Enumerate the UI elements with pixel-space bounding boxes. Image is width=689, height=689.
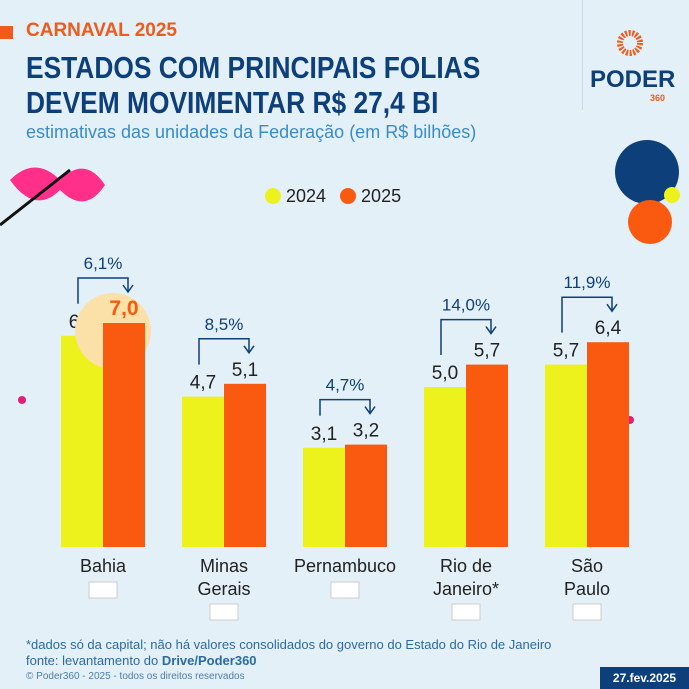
category-label: Janeiro* [433,579,499,599]
category-label: Bahia [80,556,127,576]
growth-label: 6,1% [84,254,123,273]
growth-arrow [319,398,371,416]
growth-arrow [440,318,492,355]
sun-icon [616,30,643,56]
data-label: 3,1 [311,424,337,445]
category-label: Paulo [564,579,610,599]
legend-item-2025: 2025 [340,186,401,207]
state-flag-icon [209,603,239,621]
legend-item-2024: 2024 [265,186,326,207]
subtitle: estimativas das unidades da Federação (e… [26,122,477,142]
arrow-head [243,345,255,355]
logo-text: PODER [590,66,676,93]
growth-label: 11,9% [564,273,611,292]
growth-label: 14,0% [442,296,490,315]
divider [582,0,583,110]
state-flag-icon [572,603,602,621]
data-label: 5,7 [474,341,500,362]
copyright: © Poder360 - 2025 - todos os direitos re… [26,671,245,682]
legend: 2024 2025 [265,186,401,207]
bar-2025 [466,364,508,547]
data-label: 5,0 [432,363,458,384]
source-name: Drive/Poder360 [161,653,257,668]
growth-arrow [561,296,613,333]
data-label: 4,7 [190,373,216,394]
growth-arrow [198,338,250,365]
category-label: Pernambuco [294,556,396,576]
arrow-head [485,326,497,335]
bar-2024 [182,396,224,547]
bar-2025 [345,444,387,547]
state-flag-icon [88,581,118,599]
data-label: 7,0 [109,297,138,320]
bar-2025 [224,383,266,547]
date-badge: 27.fev.2025 [600,667,689,689]
bar-2024 [303,447,345,547]
tag-marker [0,26,13,39]
bar-2025 [103,323,145,547]
category-label: São [571,556,603,576]
category-tag: CARNAVAL 2025 [26,20,177,41]
growth-arrow [77,277,129,304]
arrow-head [364,406,376,415]
footnote: *dados só da capital; não há valores con… [26,637,551,669]
state-flag-icon [330,581,360,599]
category-label: Minas [200,556,248,576]
category-label: Gerais [197,579,250,599]
bar-2024 [545,364,587,547]
logo-suffix: 360 [649,93,665,103]
arrow-head [122,284,134,294]
bar-2024 [61,335,103,547]
state-flag-icon [451,603,481,621]
growth-label: 8,5% [205,315,244,334]
bar-2024 [424,387,466,547]
growth-label: 4,7% [326,376,365,395]
legend-label: 2024 [286,186,327,206]
poder360-logo: PODER 360 [590,25,676,103]
category-label: Rio de [440,556,492,576]
arrow-head [606,303,618,313]
source: fonte: levantamento do [26,653,162,668]
data-label: 5,7 [553,341,579,362]
data-label: 6,4 [595,318,622,339]
bar-2025 [587,342,629,547]
page-title: ESTADOS COM PRINCIPAIS FOLIAS DEVEM MOVI… [26,50,481,120]
legend-label: 2025 [361,186,402,206]
data-label: 5,1 [232,360,258,381]
data-label: 3,2 [353,421,379,442]
note: *dados só da capital; não há valores con… [26,637,552,652]
